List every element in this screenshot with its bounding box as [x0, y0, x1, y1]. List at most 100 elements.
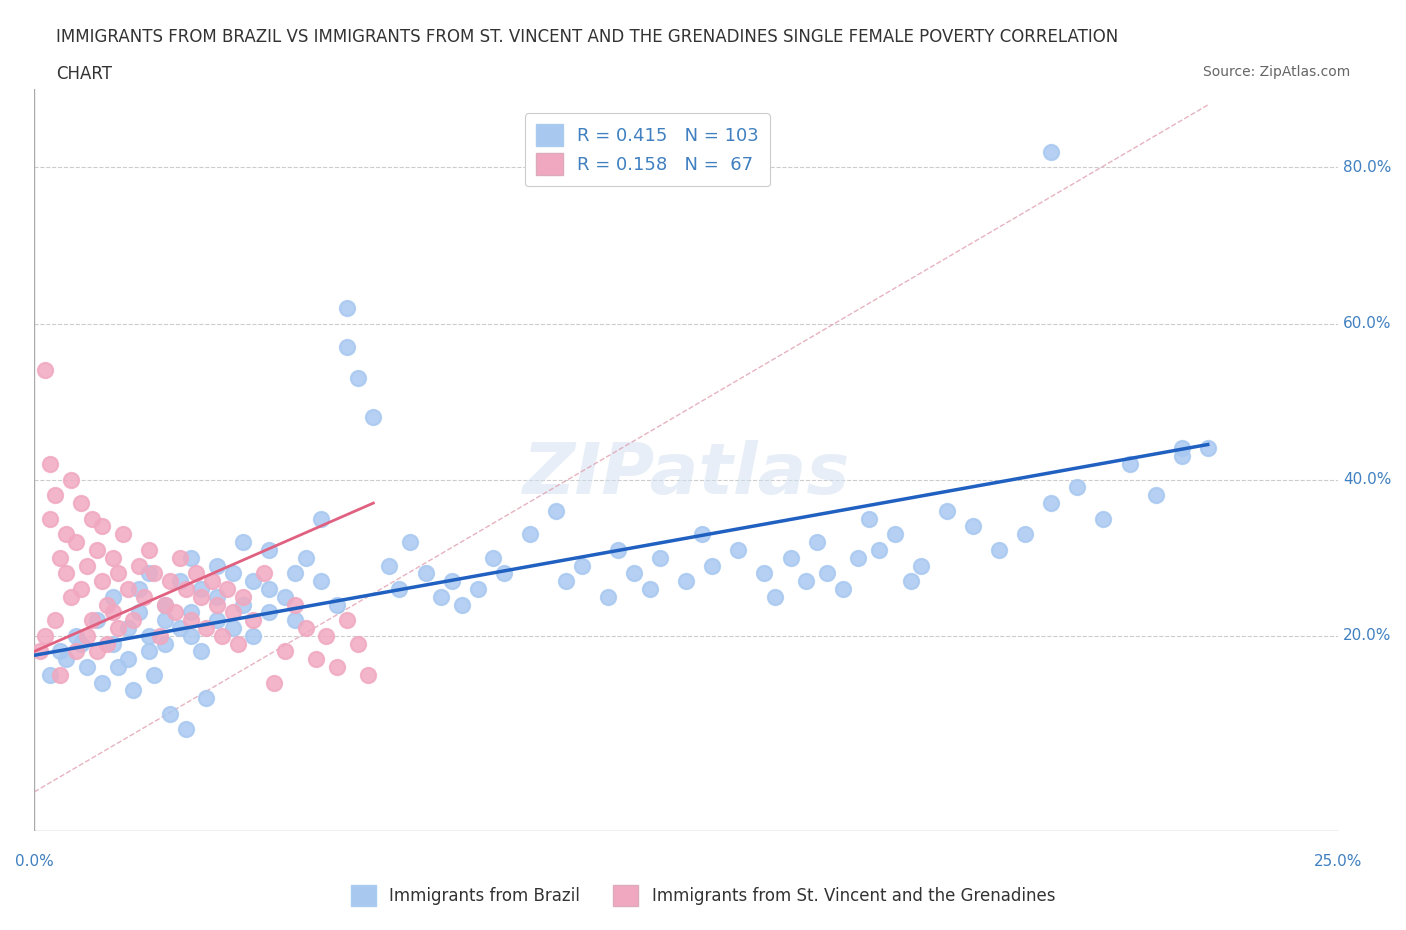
Immigrants from St. Vincent and the Grenadines — [132, 590, 155, 604]
Immigrants from St. Vincent and the Grenadines — [44, 488, 66, 503]
Immigrants from Brazil — [806, 535, 828, 550]
Immigrants from Brazil — [440, 574, 463, 589]
Immigrants from Brazil — [49, 644, 72, 658]
Immigrants from Brazil — [623, 565, 645, 580]
Immigrants from Brazil — [936, 503, 959, 518]
Immigrants from Brazil — [101, 636, 124, 651]
Immigrants from Brazil — [143, 668, 166, 683]
Immigrants from Brazil — [519, 527, 541, 542]
Immigrants from Brazil — [180, 604, 202, 619]
Immigrants from Brazil — [195, 691, 218, 706]
Immigrants from St. Vincent and the Grenadines — [148, 629, 170, 644]
Immigrants from St. Vincent and the Grenadines — [34, 363, 56, 378]
Immigrants from Brazil — [221, 565, 243, 580]
Immigrants from St. Vincent and the Grenadines — [55, 527, 77, 542]
Immigrants from Brazil — [815, 565, 838, 580]
Immigrants from Brazil — [309, 574, 332, 589]
Immigrants from Brazil — [284, 565, 307, 580]
Immigrants from Brazil — [128, 581, 150, 596]
Immigrants from St. Vincent and the Grenadines — [49, 668, 72, 683]
Immigrants from Brazil — [544, 503, 567, 518]
Immigrants from Brazil — [831, 581, 853, 596]
Immigrants from Brazil — [138, 644, 160, 658]
Immigrants from Brazil — [86, 613, 108, 628]
Immigrants from Brazil — [174, 722, 197, 737]
Immigrants from Brazil — [257, 604, 280, 619]
Immigrants from Brazil — [257, 542, 280, 557]
Immigrants from St. Vincent and the Grenadines — [174, 581, 197, 596]
Immigrants from Brazil — [690, 527, 713, 542]
Immigrants from St. Vincent and the Grenadines — [55, 565, 77, 580]
Immigrants from St. Vincent and the Grenadines — [128, 558, 150, 573]
Immigrants from Brazil — [190, 644, 212, 658]
Immigrants from St. Vincent and the Grenadines — [107, 565, 129, 580]
Text: 0.0%: 0.0% — [15, 855, 53, 870]
Immigrants from Brazil — [128, 604, 150, 619]
Immigrants from Brazil — [122, 683, 145, 698]
Immigrants from Brazil — [107, 659, 129, 674]
Text: 40.0%: 40.0% — [1343, 472, 1392, 487]
Immigrants from Brazil — [336, 339, 359, 354]
Immigrants from Brazil — [221, 620, 243, 635]
Immigrants from St. Vincent and the Grenadines — [44, 613, 66, 628]
Immigrants from St. Vincent and the Grenadines — [65, 644, 87, 658]
Immigrants from Brazil — [205, 613, 228, 628]
Immigrants from St. Vincent and the Grenadines — [39, 512, 62, 526]
Immigrants from St. Vincent and the Grenadines — [65, 535, 87, 550]
Immigrants from Brazil — [1144, 488, 1167, 503]
Immigrants from St. Vincent and the Grenadines — [195, 620, 218, 635]
Immigrants from Brazil — [336, 300, 359, 315]
Immigrants from St. Vincent and the Grenadines — [159, 574, 181, 589]
Immigrants from St. Vincent and the Grenadines — [86, 542, 108, 557]
Immigrants from St. Vincent and the Grenadines — [201, 574, 224, 589]
Immigrants from St. Vincent and the Grenadines — [80, 613, 103, 628]
Immigrants from St. Vincent and the Grenadines — [28, 644, 51, 658]
Immigrants from St. Vincent and the Grenadines — [112, 527, 135, 542]
Immigrants from Brazil — [1118, 457, 1140, 472]
Immigrants from Brazil — [1170, 449, 1192, 464]
Immigrants from St. Vincent and the Grenadines — [242, 613, 264, 628]
Immigrants from Brazil — [169, 620, 191, 635]
Immigrants from Brazil — [117, 620, 139, 635]
Immigrants from Brazil — [467, 581, 489, 596]
Immigrants from Brazil — [91, 675, 114, 690]
Immigrants from Brazil — [309, 512, 332, 526]
Immigrants from Brazil — [169, 574, 191, 589]
Immigrants from Brazil — [205, 590, 228, 604]
Immigrants from Brazil — [754, 565, 776, 580]
Immigrants from Brazil — [702, 558, 724, 573]
Immigrants from Brazil — [76, 659, 98, 674]
Immigrants from Brazil — [1014, 527, 1036, 542]
Text: 80.0%: 80.0% — [1343, 160, 1392, 175]
Immigrants from Brazil — [180, 551, 202, 565]
Immigrants from St. Vincent and the Grenadines — [80, 512, 103, 526]
Immigrants from St. Vincent and the Grenadines — [59, 472, 82, 487]
Immigrants from Brazil — [675, 574, 697, 589]
Immigrants from Brazil — [1040, 144, 1063, 159]
Immigrants from Brazil — [242, 574, 264, 589]
Immigrants from Brazil — [430, 590, 453, 604]
Immigrants from St. Vincent and the Grenadines — [221, 604, 243, 619]
Immigrants from Brazil — [555, 574, 578, 589]
Immigrants from St. Vincent and the Grenadines — [165, 604, 187, 619]
Immigrants from St. Vincent and the Grenadines — [70, 581, 93, 596]
Immigrants from Brazil — [70, 636, 93, 651]
Immigrants from Brazil — [607, 542, 630, 557]
Immigrants from St. Vincent and the Grenadines — [117, 581, 139, 596]
Immigrants from St. Vincent and the Grenadines — [357, 668, 380, 683]
Immigrants from St. Vincent and the Grenadines — [326, 659, 349, 674]
Immigrants from Brazil — [779, 551, 801, 565]
Immigrants from St. Vincent and the Grenadines — [190, 590, 212, 604]
Immigrants from St. Vincent and the Grenadines — [305, 652, 328, 667]
Immigrants from Brazil — [190, 581, 212, 596]
Immigrants from St. Vincent and the Grenadines — [211, 629, 233, 644]
Text: 25.0%: 25.0% — [1315, 855, 1362, 870]
Immigrants from Brazil — [794, 574, 817, 589]
Immigrants from Brazil — [763, 590, 786, 604]
Immigrants from St. Vincent and the Grenadines — [336, 613, 359, 628]
Text: 60.0%: 60.0% — [1343, 316, 1392, 331]
Immigrants from Brazil — [138, 629, 160, 644]
Immigrants from Brazil — [388, 581, 411, 596]
Immigrants from Brazil — [138, 565, 160, 580]
Immigrants from St. Vincent and the Grenadines — [153, 597, 176, 612]
